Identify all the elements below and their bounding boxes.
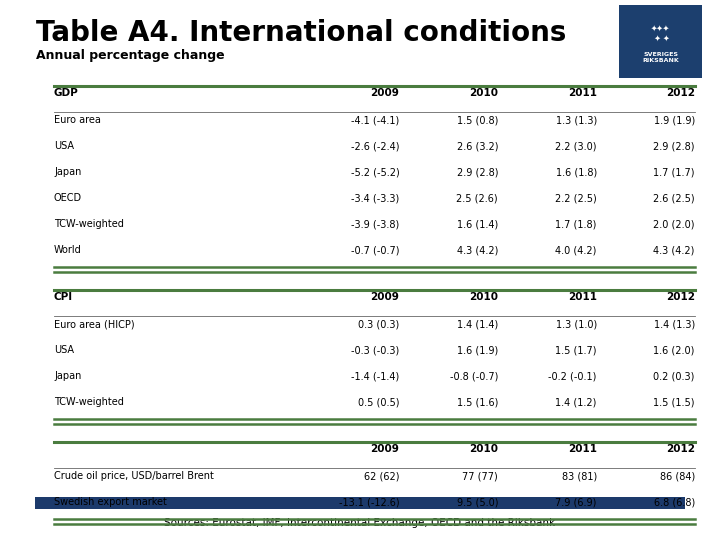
- Text: -3.4 (-3.3): -3.4 (-3.3): [351, 193, 400, 204]
- Text: 2.9 (2.8): 2.9 (2.8): [456, 167, 498, 178]
- Text: GDP: GDP: [54, 89, 78, 98]
- Text: ✦✦✦
 ✦ ✦: ✦✦✦ ✦ ✦: [651, 23, 670, 43]
- Text: -5.2 (-5.2): -5.2 (-5.2): [351, 167, 400, 178]
- Text: 2.2 (3.0): 2.2 (3.0): [555, 141, 597, 151]
- Text: World: World: [54, 245, 82, 255]
- Text: TCW-weighted: TCW-weighted: [54, 397, 124, 407]
- Text: 2012: 2012: [666, 444, 695, 454]
- Text: -1.4 (-1.4): -1.4 (-1.4): [351, 372, 400, 381]
- Text: 1.4 (1.3): 1.4 (1.3): [654, 319, 695, 329]
- Text: 2011: 2011: [568, 444, 597, 454]
- Text: -0.2 (-0.1): -0.2 (-0.1): [549, 372, 597, 381]
- Text: 1.4 (1.2): 1.4 (1.2): [555, 397, 597, 407]
- Text: 86 (84): 86 (84): [660, 471, 695, 481]
- Text: 1.5 (1.6): 1.5 (1.6): [456, 397, 498, 407]
- Text: 1.6 (1.9): 1.6 (1.9): [456, 346, 498, 355]
- Text: 2009: 2009: [371, 444, 400, 454]
- Text: -0.8 (-0.7): -0.8 (-0.7): [450, 372, 498, 381]
- Text: 62 (62): 62 (62): [364, 471, 400, 481]
- Text: -2.6 (-2.4): -2.6 (-2.4): [351, 141, 400, 151]
- Text: 2009: 2009: [371, 292, 400, 302]
- Text: USA: USA: [54, 141, 74, 151]
- Text: Crude oil price, USD/barrel Brent: Crude oil price, USD/barrel Brent: [54, 471, 214, 481]
- Text: 2.2 (2.5): 2.2 (2.5): [555, 193, 597, 204]
- Text: 2010: 2010: [469, 292, 498, 302]
- Text: 1.6 (1.4): 1.6 (1.4): [456, 219, 498, 230]
- Text: TCW-weighted: TCW-weighted: [54, 219, 124, 230]
- Text: 2.0 (2.0): 2.0 (2.0): [653, 219, 695, 230]
- Text: 1.4 (1.4): 1.4 (1.4): [456, 319, 498, 329]
- Text: 1.7 (1.8): 1.7 (1.8): [555, 219, 597, 230]
- Text: Swedish export market: Swedish export market: [54, 497, 167, 508]
- Text: 1.3 (1.3): 1.3 (1.3): [556, 116, 597, 125]
- Text: -0.3 (-0.3): -0.3 (-0.3): [351, 346, 400, 355]
- Text: 9.5 (5.0): 9.5 (5.0): [456, 497, 498, 508]
- Text: 2011: 2011: [568, 292, 597, 302]
- Text: -3.9 (-3.8): -3.9 (-3.8): [351, 219, 400, 230]
- Text: 2.6 (3.2): 2.6 (3.2): [456, 141, 498, 151]
- Text: OECD: OECD: [54, 193, 82, 204]
- Text: Euro area: Euro area: [54, 116, 101, 125]
- Text: 2012: 2012: [666, 89, 695, 98]
- Text: 1.6 (2.0): 1.6 (2.0): [654, 346, 695, 355]
- Text: 0.5 (0.5): 0.5 (0.5): [358, 397, 400, 407]
- Text: 4.3 (4.2): 4.3 (4.2): [456, 245, 498, 255]
- Text: Annual percentage change: Annual percentage change: [36, 49, 225, 62]
- Text: 1.9 (1.9): 1.9 (1.9): [654, 116, 695, 125]
- Text: 1.3 (1.0): 1.3 (1.0): [556, 319, 597, 329]
- Text: 1.6 (1.8): 1.6 (1.8): [556, 167, 597, 178]
- Text: Japan: Japan: [54, 167, 81, 178]
- Text: Japan: Japan: [54, 372, 81, 381]
- Text: 1.7 (1.7): 1.7 (1.7): [653, 167, 695, 178]
- Text: 0.3 (0.3): 0.3 (0.3): [358, 319, 400, 329]
- Text: 2009: 2009: [371, 89, 400, 98]
- Text: 2.9 (2.8): 2.9 (2.8): [653, 141, 695, 151]
- Text: 2010: 2010: [469, 444, 498, 454]
- Text: 6.8 (6.8): 6.8 (6.8): [654, 497, 695, 508]
- Text: 2011: 2011: [568, 89, 597, 98]
- Text: 4.0 (4.2): 4.0 (4.2): [555, 245, 597, 255]
- Text: 2.6 (2.5): 2.6 (2.5): [653, 193, 695, 204]
- Text: 1.5 (0.8): 1.5 (0.8): [456, 116, 498, 125]
- Text: SVERIGES
RIKSBANK: SVERIGES RIKSBANK: [642, 52, 679, 63]
- Text: Table A4. International conditions: Table A4. International conditions: [36, 19, 567, 47]
- Text: 0.2 (0.3): 0.2 (0.3): [654, 372, 695, 381]
- Text: 1.5 (1.7): 1.5 (1.7): [555, 346, 597, 355]
- Text: USA: USA: [54, 346, 74, 355]
- Text: 7.9 (6.9): 7.9 (6.9): [555, 497, 597, 508]
- Text: -0.7 (-0.7): -0.7 (-0.7): [351, 245, 400, 255]
- Text: 77 (77): 77 (77): [462, 471, 498, 481]
- Text: -4.1 (-4.1): -4.1 (-4.1): [351, 116, 400, 125]
- Text: 1.5 (1.5): 1.5 (1.5): [653, 397, 695, 407]
- Text: 2.5 (2.6): 2.5 (2.6): [456, 193, 498, 204]
- Text: 2010: 2010: [469, 89, 498, 98]
- Text: -13.1 (-12.6): -13.1 (-12.6): [339, 497, 400, 508]
- Text: Euro area (HICP): Euro area (HICP): [54, 319, 135, 329]
- Text: 4.3 (4.2): 4.3 (4.2): [654, 245, 695, 255]
- Text: Sources: Eurostat, IMF, Intercontinental Exchange, OECD and the Riksbank: Sources: Eurostat, IMF, Intercontinental…: [164, 518, 556, 529]
- Text: 2012: 2012: [666, 292, 695, 302]
- Text: 83 (81): 83 (81): [562, 471, 597, 481]
- Text: CPI: CPI: [54, 292, 73, 302]
